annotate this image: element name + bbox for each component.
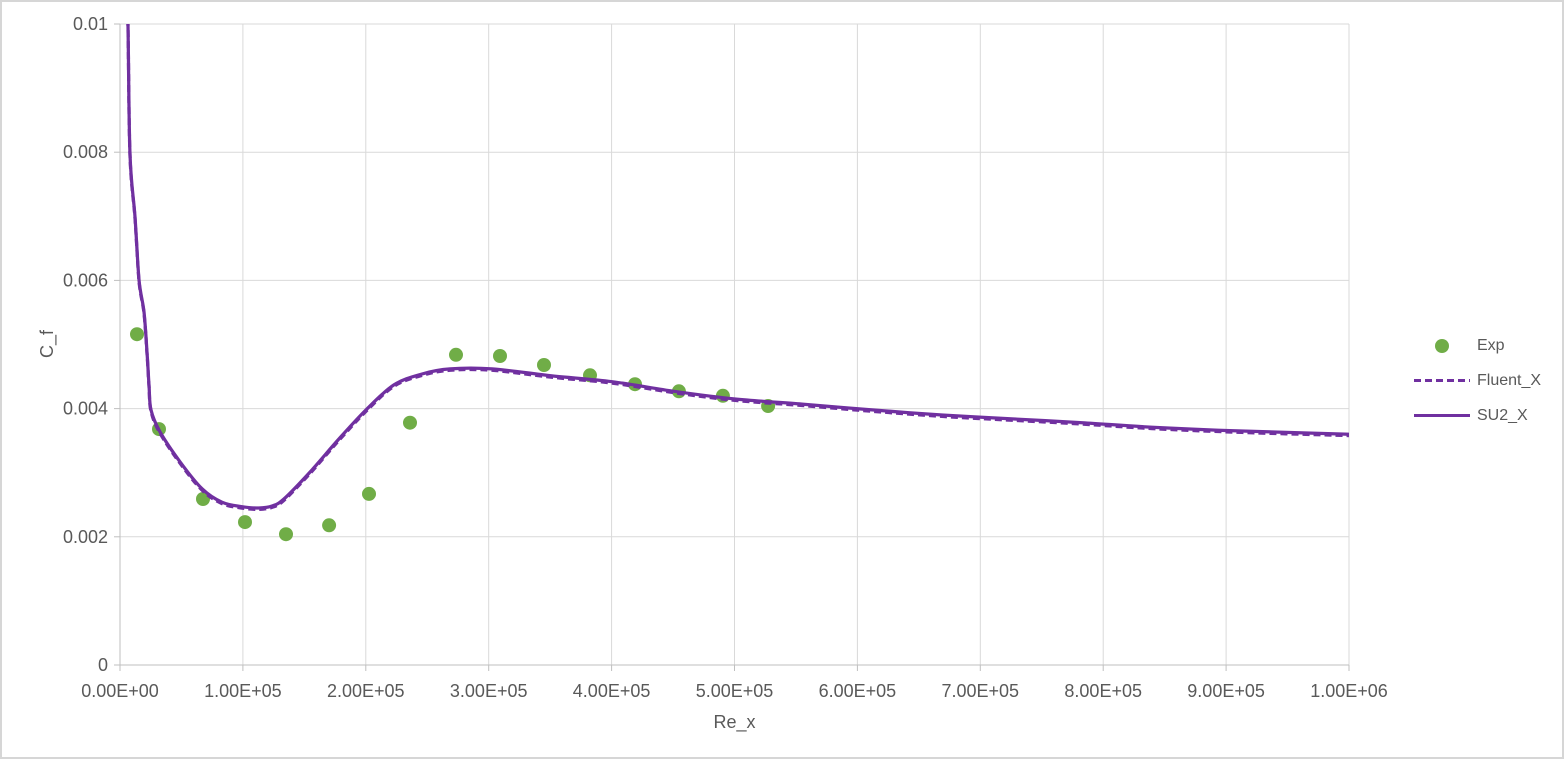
y-tick-label: 0.008 <box>63 142 108 162</box>
x-tick-label: 1.00E+05 <box>204 681 282 701</box>
legend-label-fluent: Fluent_X <box>1477 371 1542 389</box>
y-tick-label: 0 <box>98 655 108 675</box>
y-tick-label: 0.01 <box>73 14 108 34</box>
series-exp-point <box>279 527 293 542</box>
y-tick-label: 0.004 <box>63 399 108 419</box>
x-tick-label: 0.00E+00 <box>81 681 159 701</box>
fluent-dashed-line-icon <box>1414 378 1470 383</box>
series-exp-point <box>196 492 210 506</box>
legend-item-exp: Exp <box>1414 328 1541 363</box>
series-exp-point <box>238 515 252 530</box>
series-exp-points <box>130 327 776 542</box>
y-tick-label: 0.006 <box>63 270 108 290</box>
series-exp-point <box>362 486 376 501</box>
x-tick-label: 4.00E+05 <box>573 681 651 701</box>
legend-label-su2: SU2_X <box>1477 406 1528 424</box>
exp-marker-icon <box>1414 338 1470 353</box>
y-tick-label: 0.002 <box>63 527 108 547</box>
x-tick-label: 1.00E+06 <box>1310 681 1388 701</box>
legend-item-fluent: Fluent_X <box>1414 363 1541 398</box>
x-tick-label: 5.00E+05 <box>696 681 774 701</box>
legend: Exp Fluent_X SU2_X <box>1414 328 1541 433</box>
x-tick-label: 6.00E+05 <box>819 681 897 701</box>
series-su2_x-line <box>126 24 1349 510</box>
series-exp-point <box>322 518 337 533</box>
legend-label-exp: Exp <box>1477 336 1505 354</box>
x-tick-label: 8.00E+05 <box>1064 681 1142 701</box>
legend-item-su2: SU2_X <box>1414 398 1541 433</box>
series-exp-point <box>449 347 463 362</box>
series-exp-point <box>537 358 551 372</box>
series-exp-point <box>403 415 417 430</box>
series-exp-point <box>130 327 144 342</box>
x-tick-label: 3.00E+05 <box>450 681 528 701</box>
x-tick-label: 7.00E+05 <box>942 681 1020 701</box>
series-fluent_x-line <box>126 24 1349 512</box>
x-tick-label: 9.00E+05 <box>1187 681 1265 701</box>
series-exp-point <box>493 349 507 363</box>
y-axis-title: C_f <box>37 329 57 359</box>
x-tick-label: 2.00E+05 <box>327 681 405 701</box>
x-axis-title: Re_x <box>713 712 756 732</box>
series-lines <box>126 24 1349 512</box>
su2-solid-line-icon <box>1414 413 1470 418</box>
